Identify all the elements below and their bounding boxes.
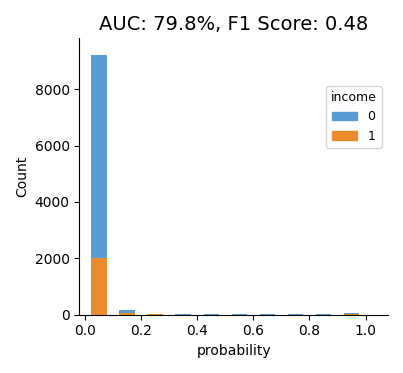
Bar [119, 310, 135, 313]
Bar [344, 313, 359, 314]
X-axis label: probability: probability [196, 344, 271, 358]
Bar [91, 55, 107, 258]
Bar [119, 313, 135, 315]
Y-axis label: Count: Count [15, 156, 29, 197]
Legend: 0, 1: 0, 1 [326, 86, 382, 148]
Bar [344, 314, 359, 315]
Title: AUC: 79.8%, F1 Score: 0.48: AUC: 79.8%, F1 Score: 0.48 [99, 15, 368, 34]
Bar [91, 258, 107, 315]
